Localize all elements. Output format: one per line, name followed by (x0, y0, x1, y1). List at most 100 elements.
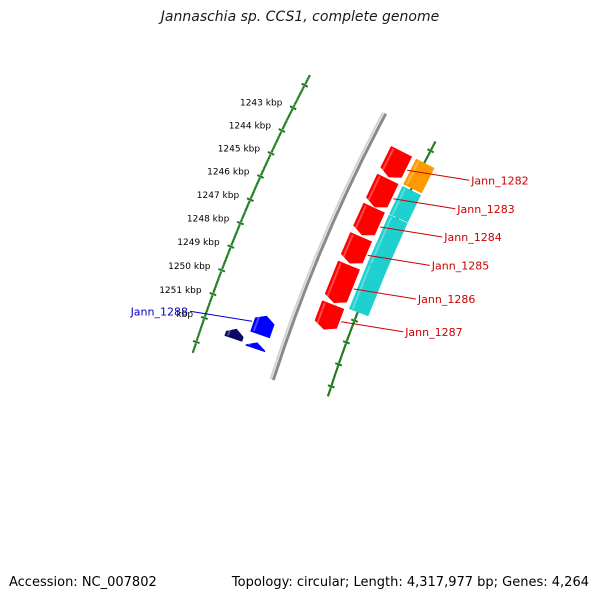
gene-label[interactable]: Jann_1282 (470, 174, 528, 187)
gene-arrow-jann-1282[interactable] (380, 145, 413, 178)
outer-tick-minor (195, 338, 199, 342)
feature-block-rcds[interactable] (245, 342, 266, 353)
feature-block-cyan[interactable] (389, 185, 421, 223)
outer-tick-minor (252, 188, 256, 192)
inner-tick-minor (342, 347, 346, 351)
outer-tick-minor (299, 90, 303, 94)
gene-arrow-jann-1288[interactable] (250, 315, 275, 339)
outer-tick-minor (208, 299, 212, 303)
inner-tick-major (342, 340, 351, 345)
map-title: Jannaschia sp. CCS1, complete genome (160, 9, 440, 25)
outer-tick-minor (285, 117, 289, 121)
feature-block-cyan[interactable] (349, 262, 387, 317)
outer-tick-minor (214, 285, 217, 289)
feature-highlight (341, 234, 354, 260)
outer-tick-minor (306, 76, 310, 80)
gene-label[interactable]: Jann_1286 (417, 293, 475, 306)
outer-tick-minor (281, 126, 285, 130)
outer-tick-minor (300, 88, 304, 92)
outer-tick-minor (293, 101, 297, 105)
inner-tick-minor (326, 393, 330, 397)
inner-tick-major (327, 384, 335, 389)
inner-tick-minor (331, 380, 335, 384)
outer-tick-minor (193, 345, 197, 349)
inner-tick-minor (345, 338, 349, 342)
inner-tick-minor (423, 159, 427, 163)
inner-tick-minor (425, 155, 429, 159)
gene-arrow-jann-1283[interactable] (366, 173, 399, 208)
outer-tick-minor (265, 161, 269, 165)
feature-block-orange[interactable] (403, 158, 435, 194)
kbp-tick-label: 1250 kbp (168, 262, 211, 272)
inner-tick-minor (427, 151, 432, 155)
outer-tick-minor (192, 347, 196, 351)
gene-label-leader (353, 288, 416, 300)
outer-tick-minor (263, 165, 267, 169)
outer-tick-minor (219, 271, 223, 275)
outer-tick-minor (284, 119, 288, 123)
inner-tick-minor (346, 336, 350, 340)
outer-tick-minor (235, 230, 239, 235)
outer-tick-minor (254, 184, 258, 188)
gene-label[interactable]: Jann_1288 (130, 305, 188, 318)
inner-tick-minor (430, 147, 434, 151)
outer-tick-minor (301, 85, 306, 89)
gene-arrow-jann-1285[interactable] (340, 232, 372, 264)
kbp-tick-label: 1251 kbp (159, 286, 202, 296)
gene-arrow-jann-1287[interactable] (314, 300, 345, 330)
outer-tick-major (246, 197, 254, 203)
outer-tick-major (267, 150, 275, 156)
label-layer: Jann_1282 Jann_1283 Jann_1284 Jann_1285 Jann… (130, 169, 529, 339)
outer-tick-minor (292, 103, 296, 108)
outer-tick-minor (264, 163, 268, 167)
outer-tick-minor (223, 259, 227, 263)
outer-tick-minor (298, 92, 302, 96)
outer-tick-ring (191, 74, 311, 354)
outer-tick-minor (246, 202, 250, 206)
outer-tick-minor (277, 135, 281, 139)
outer-tick-minor (278, 133, 282, 137)
gene-arrow-jann-1284[interactable] (353, 202, 385, 236)
inner-tick-minor (424, 157, 428, 161)
feature-highlight (351, 264, 372, 310)
outer-tick-minor (270, 149, 274, 153)
gene-label[interactable]: Jann_1285 (431, 259, 489, 272)
inner-tick-minor (431, 145, 435, 149)
kbp-tick-label: kbp (176, 310, 193, 320)
gene-label[interactable]: Jann_1283 (456, 203, 514, 216)
outer-tick-minor (240, 216, 244, 220)
outer-tick-minor (210, 294, 214, 298)
kbp-tick-label: 1247 kbp (197, 191, 240, 201)
outer-tick-minor (221, 266, 225, 270)
outer-tick-major (200, 315, 209, 321)
gene-label-leader (407, 169, 470, 181)
feature-highlight (252, 314, 261, 332)
outer-tick-minor (256, 179, 260, 183)
outer-tick-major (209, 291, 217, 297)
feature-highlight (391, 188, 406, 215)
outer-tick-minor (253, 186, 257, 190)
outer-tick-minor (305, 79, 309, 83)
outer-tick-minor (304, 81, 308, 85)
gene-label[interactable]: Jann_1284 (443, 231, 501, 244)
backbone-shadow (269, 111, 384, 380)
outer-tick-major (192, 339, 200, 345)
feature-block-rdark[interactable] (224, 328, 244, 342)
outer-tick-minor (274, 140, 278, 144)
gene-label[interactable]: Jann_1287 (404, 326, 462, 339)
tick-label-layer: 1243 kbp 1244 kbp 1245 kbp 1246 kbp 1247 kbp… (159, 98, 282, 320)
outer-tick-minor (234, 233, 238, 237)
outer-tick-minor (227, 249, 231, 253)
outer-tick-minor (196, 335, 200, 339)
gene-arrow-jann-1286[interactable] (324, 260, 360, 304)
outer-tick-minor (199, 326, 203, 330)
inner-tick-minor (344, 343, 348, 347)
outer-tick-minor (289, 110, 293, 114)
outer-tick-minor (297, 94, 301, 98)
inner-tick-minor (432, 143, 436, 147)
outer-tick-minor (204, 311, 208, 315)
outer-tick-minor (216, 278, 220, 282)
outer-tick-minor (282, 124, 286, 128)
outer-tick-minor (287, 115, 291, 119)
